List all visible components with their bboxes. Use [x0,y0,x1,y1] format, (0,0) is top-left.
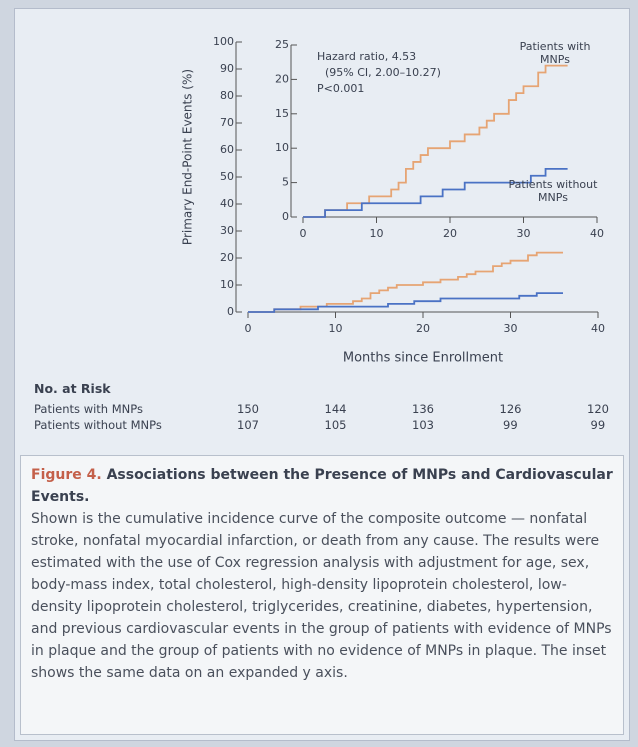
annotation: (95% CI, 2.00–10.27) [325,66,441,79]
series-label: Patients without MNPs [508,178,598,204]
series-label: Patients with MNPs [519,40,591,66]
x-tick-label: 30 [504,322,518,335]
risk-title: No. at Risk [34,381,111,396]
x-tick-label: 30 [517,227,531,240]
risk-value: 126 [499,402,522,416]
y-axis-title: Primary End-Point Events (%) [181,69,195,245]
x-tick-label: 10 [329,322,343,335]
annotation: P<0.001 [317,82,364,95]
risk-value: 120 [587,402,609,416]
annotation: Hazard ratio, 4.53 [317,50,416,63]
y-tick-label: 20 [220,251,234,264]
caption-body: Shown is the cumulative incidence curve … [31,511,612,681]
series-line [248,292,563,313]
y-tick-label: 20 [275,72,289,85]
risk-value: 99 [503,418,518,432]
y-tick-label: 25 [275,38,289,51]
caption-heading: Associations between the Presence of MNP… [31,467,613,505]
x-tick-label: 0 [300,227,307,240]
x-tick-label: 20 [416,322,430,335]
y-tick-label: 0 [282,210,289,223]
risk-value: 136 [412,402,434,416]
y-tick-label: 100 [213,35,234,48]
y-tick-label: 10 [275,141,289,154]
y-tick-label: 5 [282,176,289,189]
risk-row-label: Patients with MNPs [34,402,143,416]
risk-value: 144 [324,402,347,416]
risk-value: 103 [412,418,434,432]
series-line [303,167,568,218]
risk-value: 107 [237,418,259,432]
x-tick-label: 10 [370,227,384,240]
y-tick-label: 30 [220,224,234,237]
caption-title: Figure 4. Associations between the Prese… [31,467,613,505]
risk-value: 105 [324,418,347,432]
y-tick-label: 40 [220,197,234,210]
y-tick-label: 15 [275,107,289,120]
y-tick-label: 60 [220,143,234,156]
x-tick-label: 40 [591,322,605,335]
series-line [303,64,568,218]
y-tick-label: 70 [220,116,234,129]
x-tick-label: 0 [245,322,252,335]
x-axis-title: Months since Enrollment [343,351,503,366]
figure-number: Figure 4. [31,467,102,483]
x-tick-label: 20 [443,227,457,240]
y-tick-label: 50 [220,170,234,183]
y-tick-label: 10 [220,278,234,291]
risk-value: 99 [590,418,606,432]
caption: Figure 4. Associations between the Prese… [20,455,624,735]
y-tick-label: 90 [220,62,234,75]
series-line [248,251,563,313]
x-tick-label: 40 [590,227,604,240]
y-tick-label: 0 [227,305,234,318]
risk-row-label: Patients without MNPs [34,418,162,432]
risk-value: 150 [237,402,259,416]
y-tick-label: 80 [220,89,234,102]
